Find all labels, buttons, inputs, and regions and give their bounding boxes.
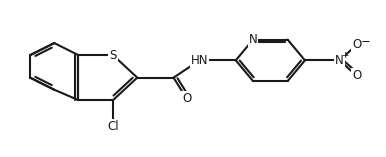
- Text: O: O: [352, 38, 361, 51]
- Text: N: N: [335, 54, 344, 67]
- Text: HN: HN: [191, 54, 208, 67]
- Text: −: −: [361, 35, 370, 48]
- Text: O: O: [352, 69, 361, 82]
- Text: S: S: [109, 49, 117, 62]
- Text: N: N: [249, 33, 257, 46]
- Text: Cl: Cl: [107, 119, 119, 133]
- Text: +: +: [341, 51, 349, 60]
- Text: O: O: [182, 92, 191, 105]
